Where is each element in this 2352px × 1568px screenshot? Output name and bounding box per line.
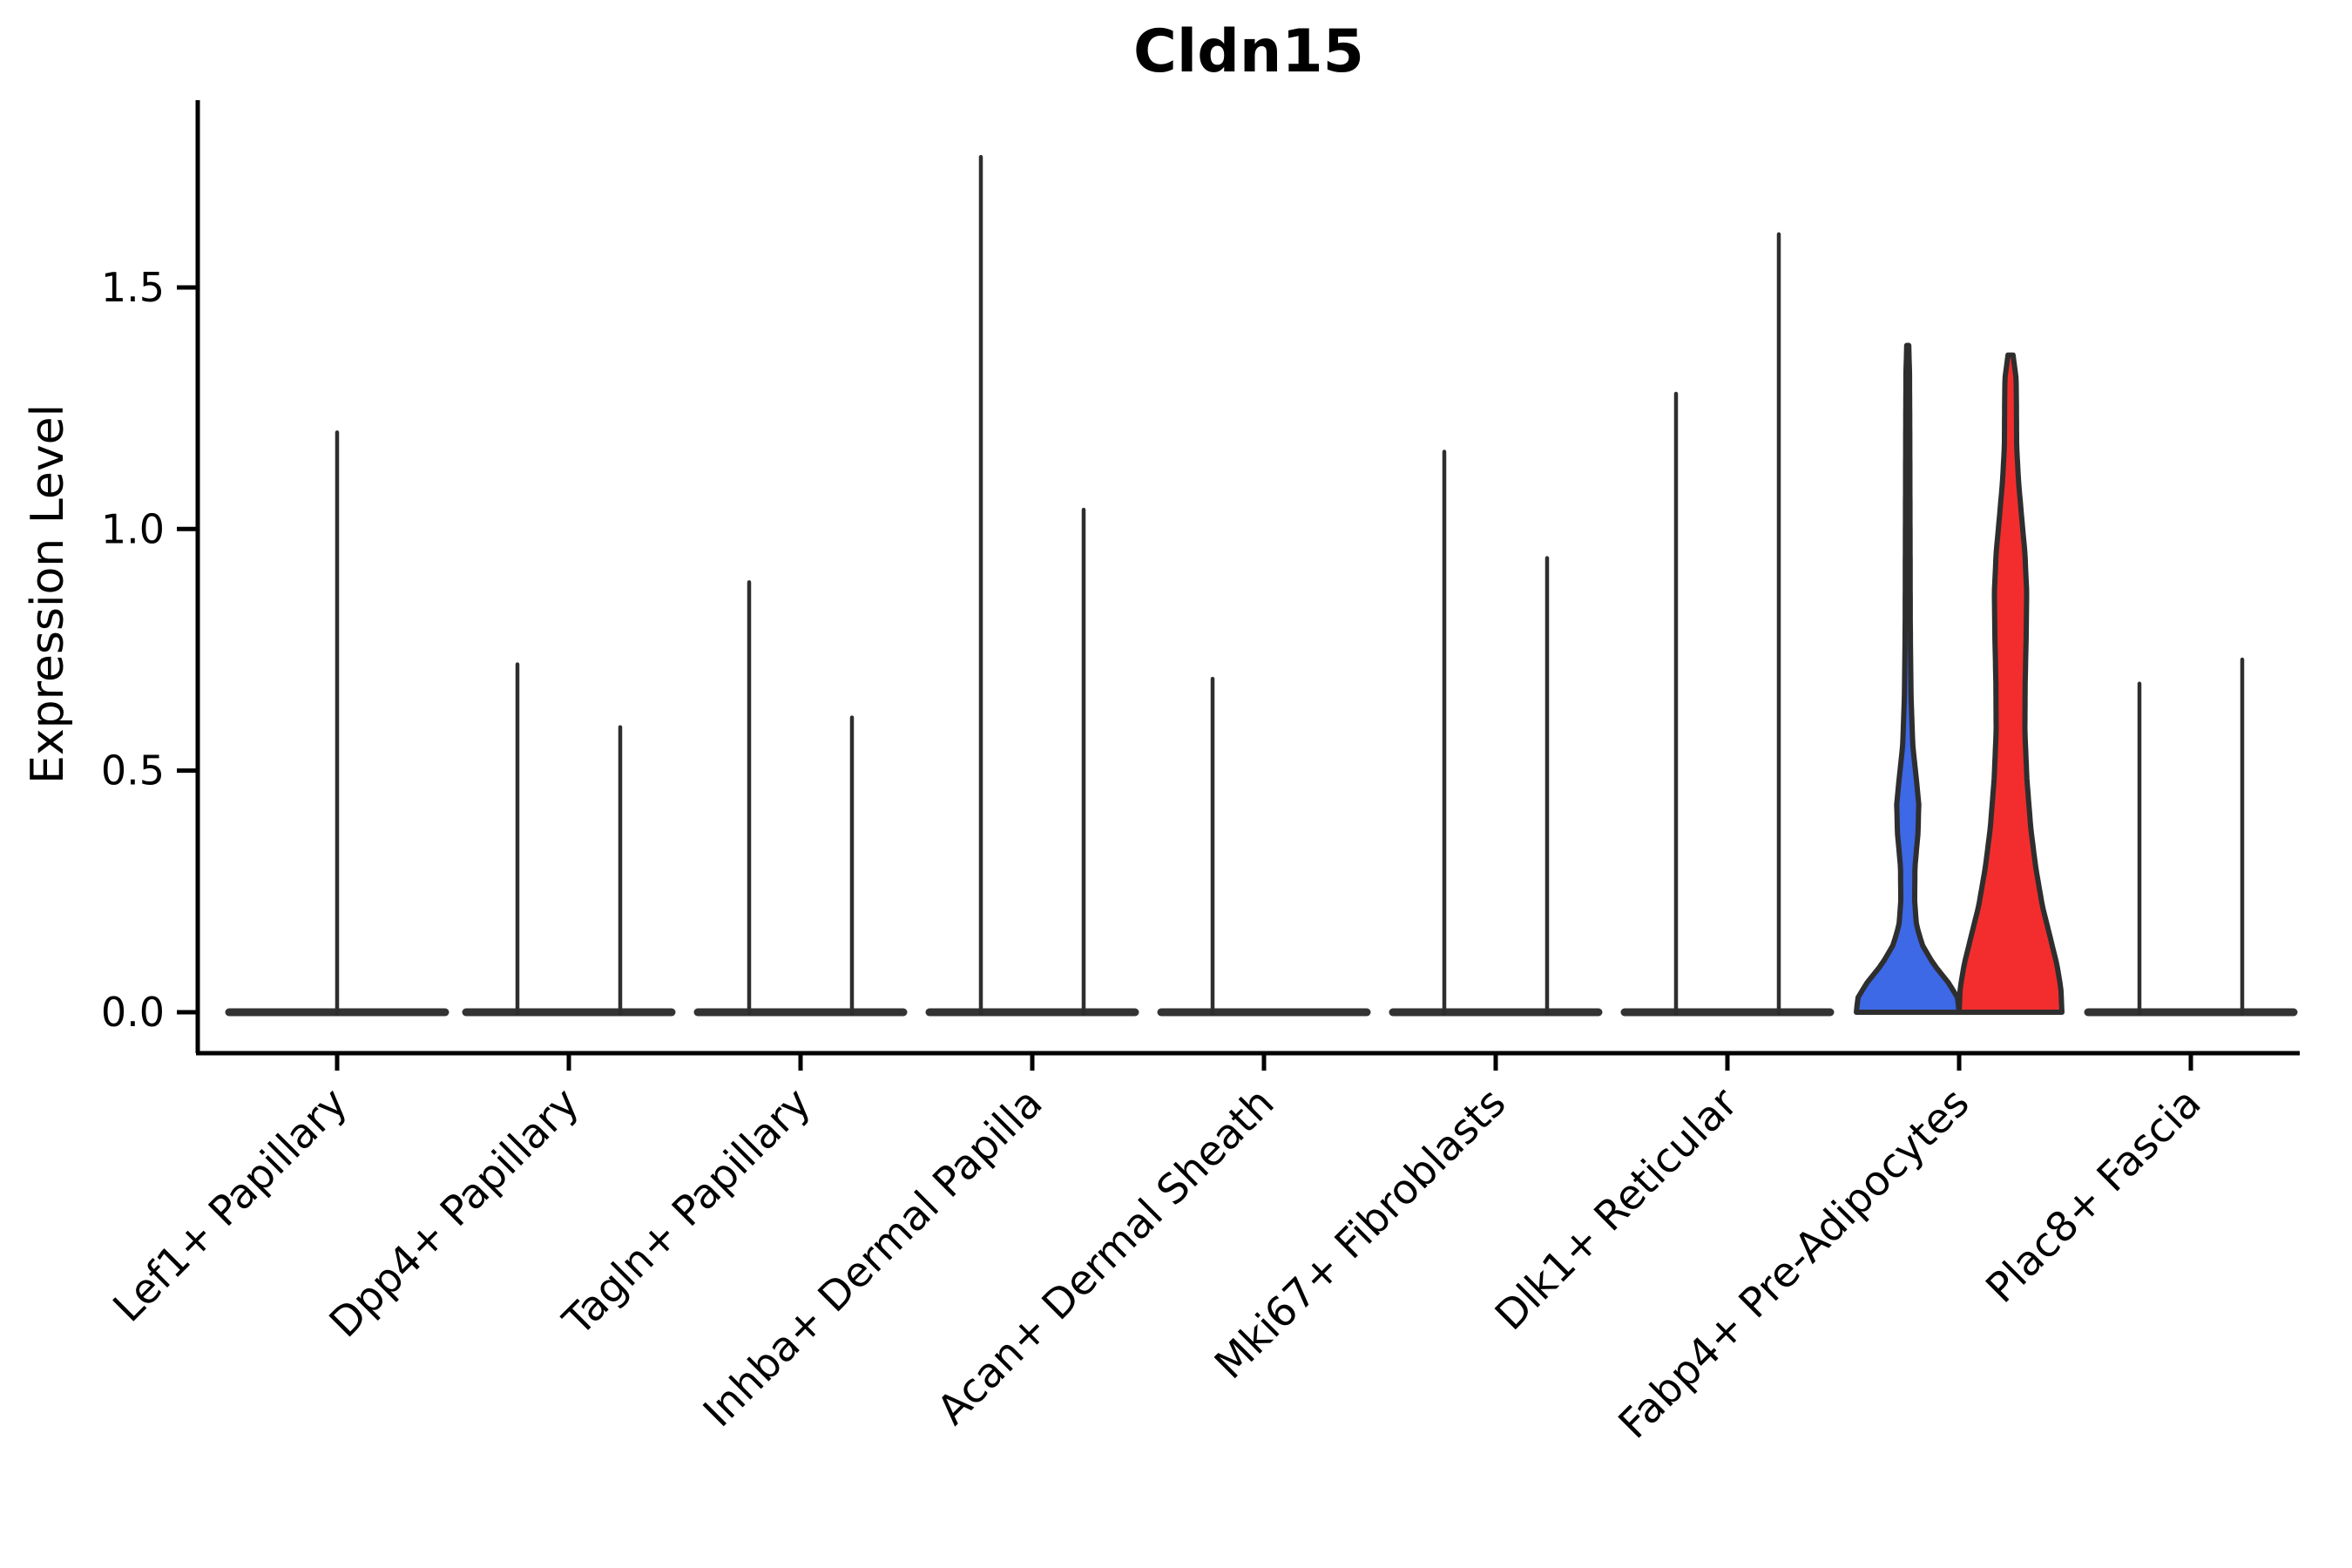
y-tick-label: 1.0	[101, 505, 165, 552]
y-tick-label: 0.0	[101, 989, 165, 1036]
axes-layer	[177, 100, 2300, 1071]
text-layer: Cldn15 Expression Level 0.0 0.5 1.0 1.5 Lef1…	[22, 17, 2210, 1448]
x-tick-label: Plac8+ Fascia	[1977, 1079, 2211, 1313]
y-axis-label: Expression Level	[22, 404, 74, 784]
violin-body	[1957, 352, 2065, 1015]
x-tick-label: Dpp4+ Papillary	[321, 1079, 589, 1348]
violin-body	[1854, 342, 1962, 1015]
x-tick-label: Dlk1+ Reticular	[1486, 1078, 1747, 1340]
x-tick-label: Lef1+ Papillary	[105, 1079, 357, 1332]
violin-layer	[225, 154, 2298, 1017]
y-tick-label: 1.5	[101, 264, 165, 311]
plot-title: Cldn15	[1133, 17, 1364, 86]
y-tick-label: 0.5	[101, 747, 165, 794]
x-tick-label: Tagln+ Papillary	[554, 1079, 821, 1346]
